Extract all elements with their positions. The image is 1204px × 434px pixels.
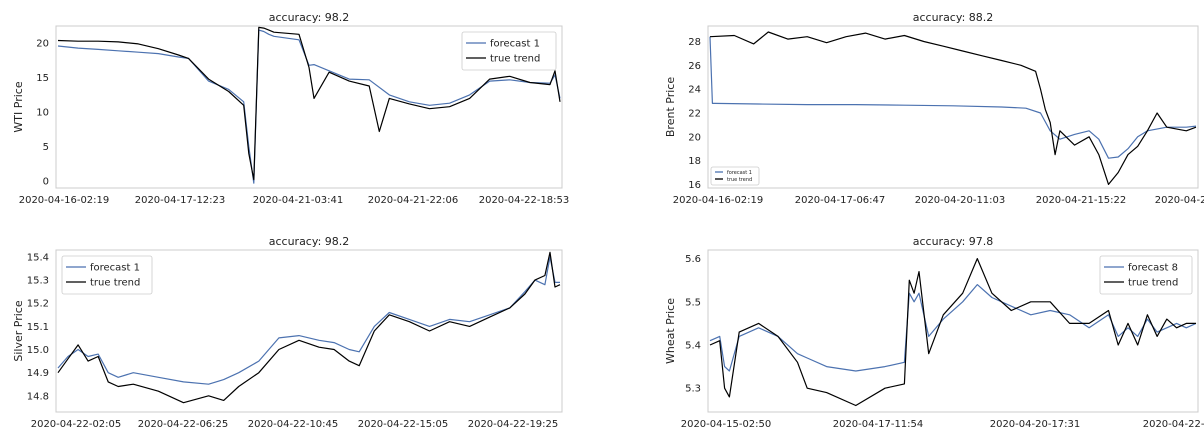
legend-label: forecast 8 — [1128, 263, 1178, 274]
legend-label: true trend — [1128, 278, 1178, 289]
legend-box — [461, 31, 557, 71]
x-tick-label: 2020-04-22-10:45 — [248, 419, 339, 430]
x-tick-label: 2020-04-20-17:31 — [990, 419, 1081, 430]
y-tick-label: 26 — [688, 61, 701, 72]
y-tick-label: 15.1 — [27, 322, 49, 333]
chart-panel-4: accuracy: 97.8 Wheat Price 5.3 5.4 5.5 5.6 202… — [664, 235, 1204, 430]
chart-title: accuracy: 98.2 — [269, 11, 350, 24]
series-line-forecast-8 — [709, 284, 1197, 372]
x-tick-label: 2020-04-17-12:23 — [135, 195, 226, 206]
x-tick-label: 2020-04-22-15:05 — [358, 419, 449, 430]
y-tick-label: 15.4 — [27, 252, 49, 263]
series-line-true-trend — [57, 26, 561, 181]
x-tick-label: 2020-04-16-02:19 — [19, 195, 110, 206]
legend-label: forecast 1 — [727, 170, 752, 176]
y-tick-label: 20 — [36, 39, 49, 50]
series-line-true-trend — [709, 31, 1197, 185]
y-tick-label: 0 — [43, 177, 49, 188]
legend-label: true trend — [90, 278, 140, 289]
y-axis-label: WTI Price — [12, 81, 25, 132]
x-tick-label: 2020-04-15-02:50 — [681, 419, 772, 430]
y-tick-label: 15 — [36, 73, 49, 84]
y-tick-label: 14.9 — [27, 368, 49, 379]
legend-box — [1099, 255, 1193, 295]
y-tick-label: 14.8 — [27, 391, 49, 402]
y-tick-label: 28 — [688, 37, 701, 48]
y-axis-label: Brent Price — [664, 77, 677, 137]
x-tick-label: 2020-04-17-11:54 — [833, 419, 924, 430]
y-axis-label: Silver Price — [12, 300, 25, 361]
chart-panel-1: accuracy: 98.2 WTI Price 0 5 10 15 20 2020-04-1… — [12, 11, 569, 206]
x-tick-label: 2020-04-22-15:04 — [1143, 419, 1204, 430]
series-line-forecast-1 — [709, 36, 1197, 159]
y-tick-label: 15.3 — [27, 276, 49, 287]
x-tick-label: 2020-04-22-18:53 — [479, 195, 570, 206]
y-tick-label: 5.5 — [685, 297, 701, 308]
legend-label: true trend — [490, 54, 540, 65]
y-tick-label: 20 — [688, 132, 701, 143]
legend-box — [61, 255, 153, 295]
y-tick-label: 24 — [688, 85, 701, 96]
x-tick-label: 2020-04-20-11:03 — [915, 195, 1006, 206]
y-tick-label: 10 — [36, 108, 49, 119]
legend: forecast 1 true trend — [61, 255, 153, 295]
y-tick-label: 22 — [688, 108, 701, 119]
chart-title: accuracy: 97.8 — [913, 235, 994, 248]
legend: forecast 8 true trend — [1099, 255, 1193, 295]
legend-label: true trend — [727, 177, 752, 183]
x-tick-label: 2020-04-22-19:35 — [1155, 195, 1204, 206]
axes-frame — [707, 25, 1199, 189]
x-tick-label: 2020-04-22-19:25 — [468, 419, 559, 430]
legend-label: forecast 1 — [490, 39, 540, 50]
y-tick-label: 15.2 — [27, 299, 49, 310]
chart-title: accuracy: 98.2 — [269, 235, 350, 248]
y-tick-label: 15.0 — [27, 345, 49, 356]
y-tick-label: 5.6 — [685, 254, 701, 265]
chart-title: accuracy: 88.2 — [913, 11, 994, 24]
x-tick-label: 2020-04-21-03:41 — [253, 195, 344, 206]
x-tick-label: 2020-04-21-22:06 — [368, 195, 459, 206]
series-line-true-trend — [57, 251, 561, 404]
chart-panel-3: accuracy: 98.2 Silver Price 14.8 14.9 15.0 15… — [12, 235, 563, 430]
x-tick-label: 2020-04-22-06:25 — [138, 419, 229, 430]
series-line-forecast-1 — [57, 256, 560, 385]
y-tick-label: 5.3 — [685, 384, 701, 395]
legend-label: forecast 1 — [90, 263, 140, 274]
x-tick-label: 2020-04-21-15:22 — [1036, 195, 1127, 206]
x-tick-label: 2020-04-22-02:05 — [31, 419, 122, 430]
x-tick-label: 2020-04-17-06:47 — [795, 195, 886, 206]
x-tick-label: 2020-04-16-02:19 — [673, 195, 764, 206]
y-tick-label: 16 — [688, 180, 701, 191]
y-tick-label: 5 — [43, 142, 49, 153]
chart-panel-2: accuracy: 88.2 Brent Price 16 18 20 22 24 26 28 2… — [664, 11, 1204, 206]
y-axis-label: Wheat Price — [664, 298, 677, 364]
y-tick-label: 5.4 — [685, 341, 701, 352]
legend: forecast 1 true trend — [461, 31, 557, 71]
y-tick-label: 18 — [688, 156, 701, 167]
series-line-true-trend — [709, 258, 1196, 407]
